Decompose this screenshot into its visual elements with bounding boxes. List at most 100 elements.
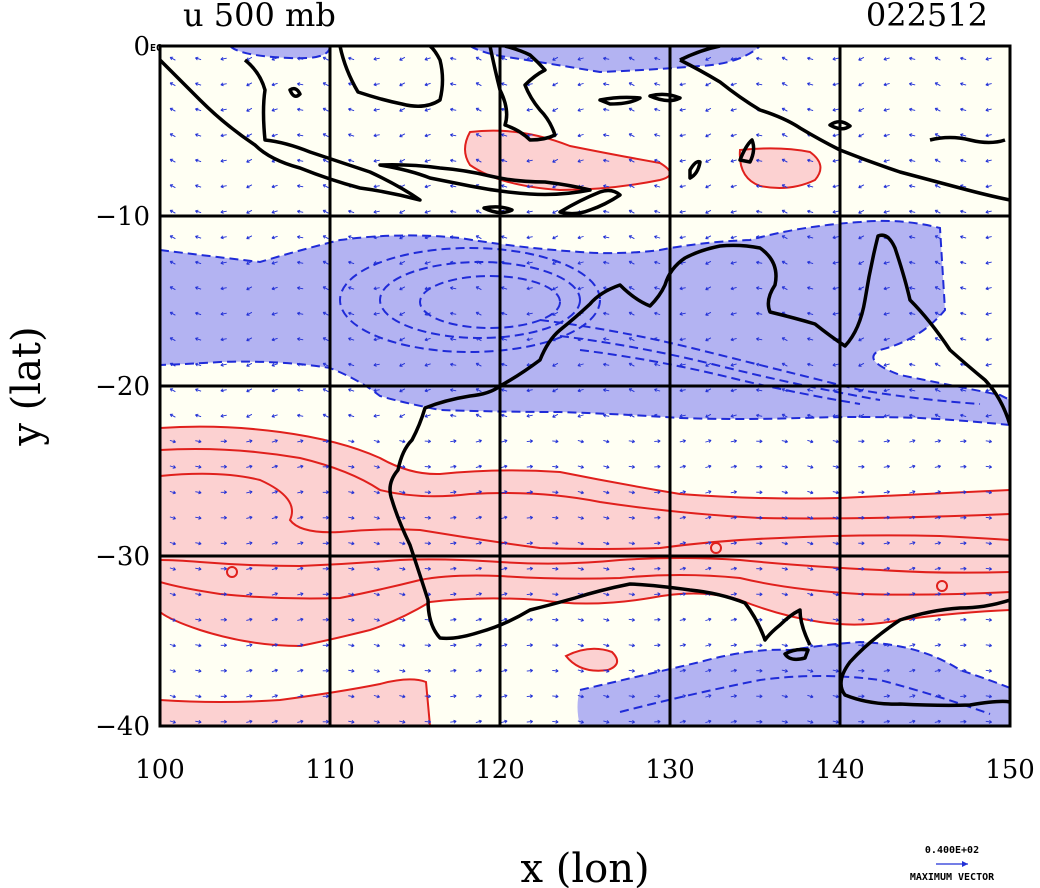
- wind-vector: [246, 388, 253, 393]
- wind-vector: [832, 184, 839, 189]
- wind-vector: [654, 490, 661, 495]
- wind-vector: [322, 541, 329, 546]
- wind-vector: [195, 337, 202, 341]
- wind-vector: [628, 158, 635, 163]
- wind-vector: [399, 362, 406, 367]
- wind-vector: [832, 694, 839, 699]
- y-tick-label: −30: [95, 542, 150, 572]
- wind-vector: [628, 592, 636, 597]
- wind-vector: [603, 618, 610, 622]
- wind-vector: [322, 719, 329, 724]
- wind-vector: [373, 260, 380, 265]
- wind-vector: [807, 235, 814, 239]
- wind-vector: [781, 465, 788, 469]
- wind-vector: [603, 413, 610, 418]
- positive-contour-line: [160, 678, 431, 726]
- wind-vector: [679, 592, 686, 596]
- wind-vector: [297, 158, 304, 163]
- wind-vector: [781, 107, 788, 112]
- wind-vector: [322, 643, 329, 648]
- wind-vector: [679, 694, 686, 698]
- wind-vector: [603, 56, 610, 61]
- wind-vector: [858, 592, 865, 597]
- wind-vector: [297, 260, 304, 265]
- wind-vector: [348, 133, 355, 137]
- wind-vector: [705, 439, 712, 443]
- wind-vector: [475, 719, 482, 724]
- x-tick-label: 140: [815, 755, 865, 785]
- wind-vector: [756, 184, 763, 189]
- wind-vector: [246, 719, 253, 724]
- wind-vector: [169, 260, 176, 265]
- vector-legend-magnitude: 0.400E+02: [925, 845, 979, 856]
- wind-vector: [348, 439, 355, 444]
- wind-vector: [807, 516, 814, 520]
- wind-vector: [220, 592, 227, 597]
- wind-vector: [526, 413, 533, 418]
- wind-vector: [909, 694, 916, 698]
- y-tick-label: −10: [95, 202, 150, 232]
- wind-vector: [322, 617, 329, 622]
- wind-vector: [297, 209, 304, 214]
- wind-vector: [628, 413, 635, 418]
- wind-vector: [934, 592, 941, 596]
- wind-vector: [450, 235, 457, 240]
- wind-vector: [195, 617, 202, 622]
- wind-vector: [195, 668, 202, 673]
- wind-vector: [603, 362, 610, 367]
- wind-vector: [654, 209, 661, 214]
- wind-vector: [679, 209, 686, 214]
- wind-vector: [934, 719, 941, 724]
- wind-vector: [960, 464, 967, 469]
- wind-vector: [399, 669, 406, 673]
- wind-vector: [985, 592, 993, 597]
- x-tick-label: 130: [645, 755, 695, 785]
- wind-vector: [756, 337, 763, 342]
- wind-vector: [271, 617, 278, 622]
- wind-vector: [271, 57, 278, 61]
- wind-vector: [883, 388, 890, 393]
- wind-vector: [705, 464, 712, 469]
- wind-vector: [348, 643, 355, 648]
- wind-vector: [858, 362, 865, 367]
- wind-vector: [450, 286, 457, 291]
- wind-vector: [348, 617, 355, 622]
- wind-vector: [373, 592, 380, 597]
- positive-field-small: [566, 648, 618, 671]
- wind-vector: [526, 617, 534, 622]
- wind-vector: [450, 515, 457, 520]
- wind-vector: [195, 260, 202, 265]
- positive-contour-line: [160, 574, 1010, 600]
- wind-vector: [730, 184, 737, 189]
- wind-vector: [603, 541, 610, 546]
- wind-vector: [909, 82, 916, 86]
- wind-vector: [373, 643, 380, 648]
- wind-vector: [603, 516, 610, 520]
- wind-vector: [985, 566, 993, 571]
- wind-vector: [628, 566, 636, 571]
- wind-vector: [169, 337, 176, 342]
- wind-vector: [832, 235, 839, 240]
- wind-vector: [756, 413, 763, 418]
- wind-vector: [628, 209, 635, 214]
- wind-vector: [730, 668, 737, 673]
- wind-vector: [220, 388, 227, 393]
- wind-vector: [169, 133, 176, 138]
- wind-vector: [475, 464, 482, 469]
- wind-vector: [271, 668, 278, 673]
- wind-vector: [195, 643, 202, 648]
- wind-vector: [526, 388, 533, 393]
- wind-vector: [832, 158, 839, 163]
- wind-vector: [756, 541, 763, 546]
- wind-vector: [934, 337, 941, 342]
- wind-vector: [654, 643, 661, 648]
- wind-vector: [424, 82, 431, 87]
- wind-vector: [373, 235, 380, 240]
- wind-vector: [450, 362, 457, 367]
- positive-contour-line: [710, 542, 722, 554]
- wind-vector: [883, 617, 890, 622]
- wind-vector: [603, 260, 610, 265]
- wind-vector: [705, 719, 712, 724]
- wind-vector: [807, 490, 814, 495]
- wind-vector: [934, 388, 941, 393]
